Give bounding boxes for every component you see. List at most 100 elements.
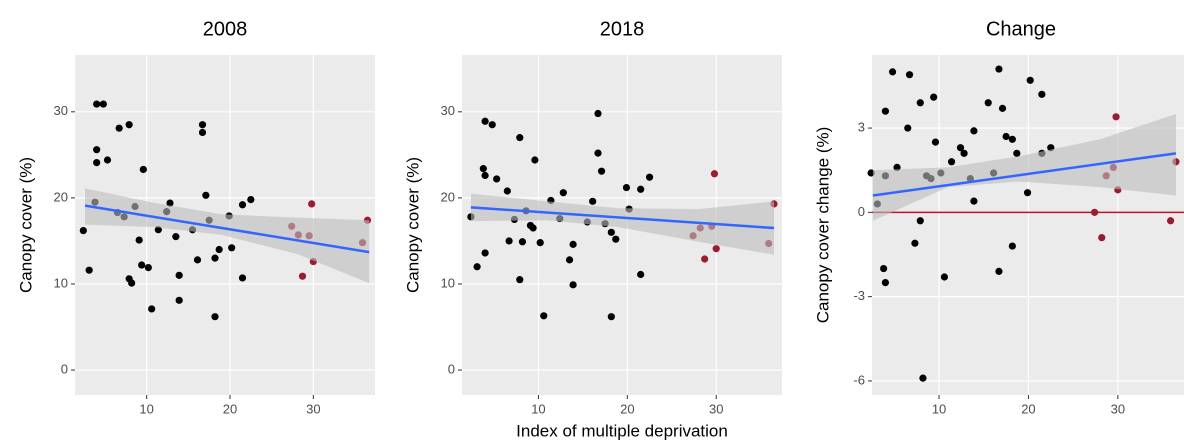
x-tick-label: 20	[620, 401, 634, 416]
chart-title: 2018	[600, 18, 645, 40]
panel: 0 10 20 30 10 20 30 2018 Canopy cover (%) Index o…	[403, 18, 782, 440]
point	[148, 305, 156, 313]
point	[956, 144, 965, 152]
panel: -6 -3 0 3 10 20 30 Change Canopy cover change (%…	[813, 18, 1184, 416]
x-tick-label: 30	[709, 401, 723, 416]
point	[916, 217, 924, 225]
point	[536, 239, 544, 247]
point	[193, 256, 202, 264]
point	[998, 104, 1007, 112]
point	[93, 100, 101, 108]
point	[1013, 149, 1021, 157]
point	[607, 313, 615, 321]
point	[154, 226, 162, 234]
point	[919, 374, 927, 382]
point	[904, 124, 912, 132]
point	[984, 99, 992, 107]
fit-line	[84, 204, 370, 254]
point	[85, 266, 93, 274]
point	[559, 189, 567, 197]
panel: 0 10 20 30 10 20 30 2008 Canopy cover (%)	[16, 18, 375, 416]
point	[308, 200, 316, 208]
y-tick-label: 30	[441, 103, 455, 118]
point	[565, 256, 574, 264]
point	[569, 281, 577, 289]
point	[516, 276, 524, 284]
point	[198, 121, 207, 129]
point	[115, 124, 123, 132]
point	[93, 158, 101, 167]
point	[529, 224, 537, 232]
point	[1026, 76, 1034, 84]
point	[138, 261, 146, 269]
point	[893, 163, 901, 171]
point	[211, 254, 219, 262]
point	[172, 233, 180, 241]
point	[607, 228, 615, 236]
point	[1166, 217, 1175, 225]
y-tick-label: -6	[853, 372, 865, 387]
confidence-band	[85, 188, 370, 284]
point	[594, 109, 602, 118]
x-tick-label: 10	[932, 401, 946, 416]
point	[940, 273, 949, 281]
point	[1002, 132, 1010, 141]
point	[488, 121, 496, 129]
point	[880, 264, 888, 273]
point	[995, 267, 1003, 275]
y-tick-label: 20	[54, 189, 68, 204]
point	[881, 279, 890, 287]
point	[135, 236, 143, 244]
y-tick-label: 0	[61, 361, 68, 376]
point	[597, 167, 606, 175]
y-tick-label: 3	[858, 119, 865, 134]
y-tick-label: 0	[858, 204, 865, 219]
point	[481, 117, 489, 125]
point	[93, 146, 101, 154]
point	[569, 240, 577, 248]
point	[622, 183, 631, 192]
point	[1023, 189, 1032, 197]
x-tick-label: 30	[306, 401, 320, 416]
point	[881, 107, 890, 115]
fit-line	[470, 206, 775, 230]
point	[503, 187, 511, 195]
point	[175, 271, 183, 279]
point	[144, 264, 152, 272]
point	[103, 156, 112, 164]
x-tick-label: 30	[1111, 401, 1125, 416]
point	[298, 272, 307, 280]
point	[1038, 90, 1046, 98]
x-tick-label: 10	[531, 401, 545, 416]
point	[589, 197, 597, 205]
point	[905, 71, 914, 79]
confidence-band	[872, 114, 1176, 221]
point	[211, 313, 219, 321]
x-tick-label: 20	[223, 401, 237, 416]
point	[202, 191, 210, 199]
point	[540, 312, 548, 320]
point	[228, 244, 236, 252]
point	[970, 127, 978, 135]
point	[493, 175, 501, 183]
point	[125, 121, 133, 129]
chart-title: 2008	[203, 18, 248, 40]
point	[594, 149, 602, 157]
point	[128, 279, 136, 287]
point	[505, 237, 513, 245]
point	[99, 100, 107, 108]
confidence-band	[470, 193, 774, 255]
x-tick-label: 20	[1021, 401, 1035, 416]
point	[215, 245, 223, 254]
point	[637, 185, 645, 193]
point	[247, 196, 255, 204]
point	[931, 138, 940, 146]
point	[888, 68, 897, 76]
y-tick-label: 20	[441, 189, 455, 204]
point	[518, 238, 527, 246]
point	[481, 249, 489, 257]
point	[947, 158, 956, 166]
point	[238, 201, 247, 209]
x-axis-label: Index of multiple deprivation	[516, 421, 728, 440]
